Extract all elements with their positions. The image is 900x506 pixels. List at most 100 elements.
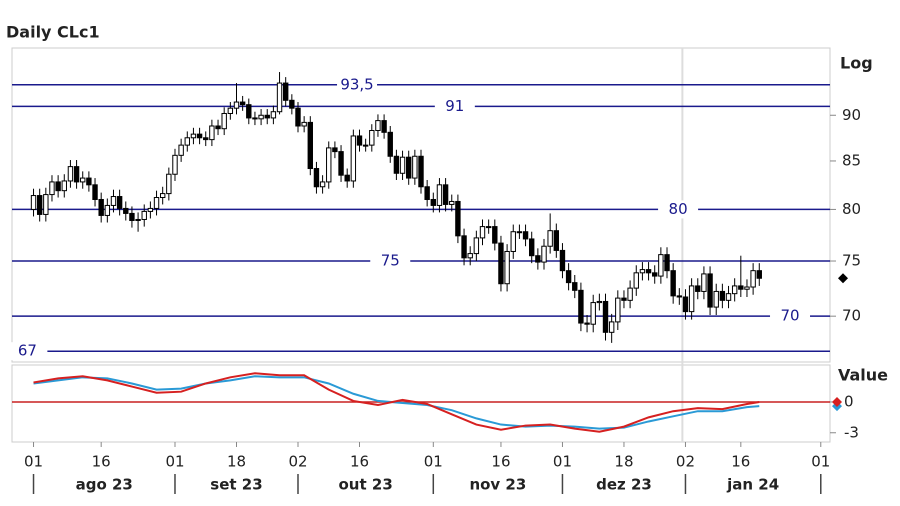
candle-body [719, 290, 726, 301]
candle-body [190, 133, 197, 139]
candle-body [559, 249, 566, 272]
candle-body [43, 194, 49, 215]
y-tick-label: 80 [842, 200, 861, 218]
candle-body [270, 111, 277, 119]
level-label: 93,5 [340, 75, 373, 93]
candle-body [30, 195, 37, 210]
candle-body [129, 212, 135, 221]
indicator-marker [832, 396, 842, 407]
indicator-line [33, 372, 760, 433]
candle-body [49, 181, 55, 196]
price-panel [11, 47, 831, 363]
candle-body [387, 131, 393, 157]
candle-body [485, 226, 492, 229]
last-price-marker [838, 273, 848, 284]
level-label-bg [658, 200, 699, 219]
candle-body [756, 270, 762, 279]
candle-body [326, 147, 332, 183]
candle-body [455, 200, 461, 237]
candle-body [301, 121, 307, 127]
candle-body [412, 155, 418, 179]
candle-body [381, 120, 387, 133]
candle-body [141, 210, 147, 220]
candle-body [565, 270, 572, 284]
candle-body [178, 144, 184, 156]
x-tick-label: 01 [553, 453, 572, 471]
candle-body [645, 269, 652, 274]
indicator-label: Value [838, 366, 888, 385]
y-tick-label: -3 [844, 423, 859, 441]
month-label: ago 23 [76, 476, 133, 494]
candle-body [596, 300, 603, 304]
candle-body [744, 286, 750, 290]
candle-body [725, 293, 732, 301]
candle-body [682, 296, 689, 313]
candle-body [313, 168, 320, 188]
y-tick-label: 75 [842, 252, 861, 270]
chart-title: Daily CLc1 [6, 23, 100, 42]
x-tick-label: 02 [288, 453, 307, 471]
candle-body [166, 173, 172, 195]
candle-body [258, 114, 264, 120]
candle-body [473, 237, 480, 255]
candle-body [393, 155, 400, 174]
x-tick-label: 16 [350, 453, 369, 471]
candle-body [227, 107, 234, 114]
x-tick-label: 16 [491, 453, 510, 471]
candle-body [590, 302, 596, 325]
candle-body [264, 114, 270, 119]
candle-body [98, 198, 104, 216]
candle-body [184, 137, 190, 146]
candle-body [676, 295, 683, 298]
month-label: set 23 [210, 476, 262, 494]
candle-body [319, 181, 326, 188]
candle-body [282, 82, 289, 101]
candle-body [492, 226, 498, 244]
candle-body [572, 282, 578, 291]
candle-body [369, 130, 375, 146]
x-tick-label: 01 [24, 453, 43, 471]
candle-body [215, 125, 221, 130]
candle-body [430, 198, 437, 206]
candle-body [688, 285, 695, 313]
candle-body [338, 151, 344, 176]
candle-body [61, 180, 67, 192]
level-label-bg [370, 252, 411, 271]
candle-body [584, 322, 590, 325]
y-tick-label: 0 [844, 392, 854, 410]
candle-body [67, 166, 74, 182]
candle-body [608, 321, 615, 333]
scale-label: Log [840, 54, 873, 73]
candle-body [233, 101, 240, 109]
x-tick-label: 01 [424, 453, 443, 471]
candle-body [92, 184, 98, 200]
level-label-bg [770, 307, 811, 326]
candle-body [332, 147, 338, 153]
candle-body [479, 226, 486, 239]
candle-body [147, 207, 154, 212]
candle-body [522, 231, 529, 240]
candle-body [405, 156, 412, 179]
candle-body [159, 193, 166, 199]
candle-body [602, 300, 609, 333]
candle-body [510, 231, 516, 252]
candle-body [252, 117, 258, 120]
candle-body [731, 285, 738, 295]
candle-body [695, 285, 701, 292]
candle-body [295, 107, 301, 127]
candle-body [123, 207, 129, 214]
level-label-bg [7, 342, 48, 361]
level-label: 70 [780, 307, 799, 325]
y-tick-label: 85 [842, 151, 861, 169]
candle-body [578, 289, 584, 324]
candle-body [307, 121, 313, 170]
candle-body [449, 200, 455, 205]
level-label: 80 [669, 200, 688, 218]
candle-body [670, 270, 676, 297]
candle-body [196, 133, 203, 139]
x-tick-label: 16 [92, 453, 111, 471]
candle-body [239, 101, 246, 106]
candle-body [436, 184, 443, 206]
candle-body [362, 144, 369, 147]
candle-body [707, 273, 713, 308]
